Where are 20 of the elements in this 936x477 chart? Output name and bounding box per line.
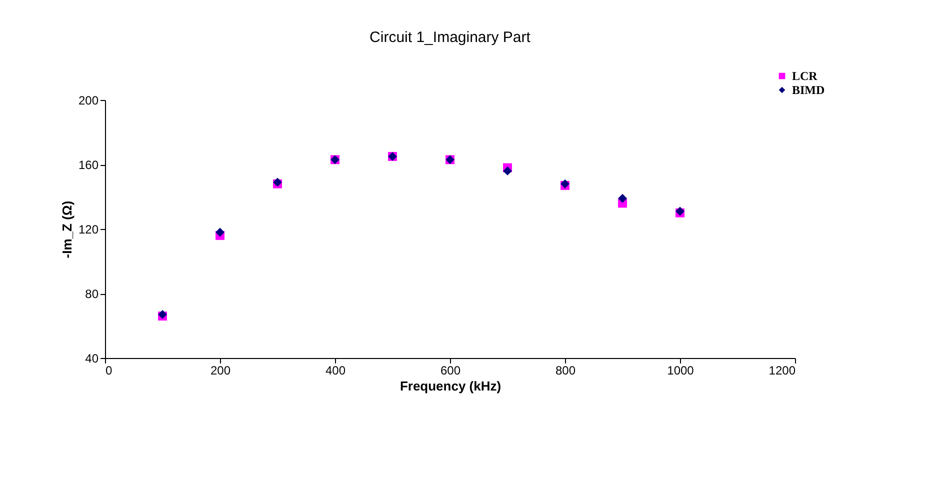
- x-axis-title: Frequency (kHz): [400, 378, 502, 394]
- legend-label: BIMD: [792, 83, 825, 97]
- x-tick-label: 1000: [667, 364, 694, 378]
- point: [618, 194, 627, 203]
- y-tick-label: 120: [78, 222, 99, 236]
- chart-title: Circuit 1_Imaginary Part: [370, 29, 532, 46]
- point: [503, 166, 512, 176]
- y-tick-label: 200: [78, 94, 99, 108]
- x-tick-label: 1200: [768, 364, 796, 378]
- y-tick-label: 40: [85, 352, 99, 366]
- y-tick-label: 80: [85, 287, 99, 301]
- x-tick-label: 200: [210, 364, 231, 378]
- point: [216, 228, 224, 237]
- legend-label: LCR: [792, 69, 818, 83]
- x-tick-label: 800: [555, 364, 576, 378]
- x-tick-label: 600: [440, 364, 461, 378]
- x-tick-label: 0: [106, 364, 112, 378]
- y-tick-label: 160: [78, 158, 99, 172]
- y-axis-title: -Im_Z (Ω): [59, 200, 74, 258]
- x-tick-label: 400: [325, 364, 346, 378]
